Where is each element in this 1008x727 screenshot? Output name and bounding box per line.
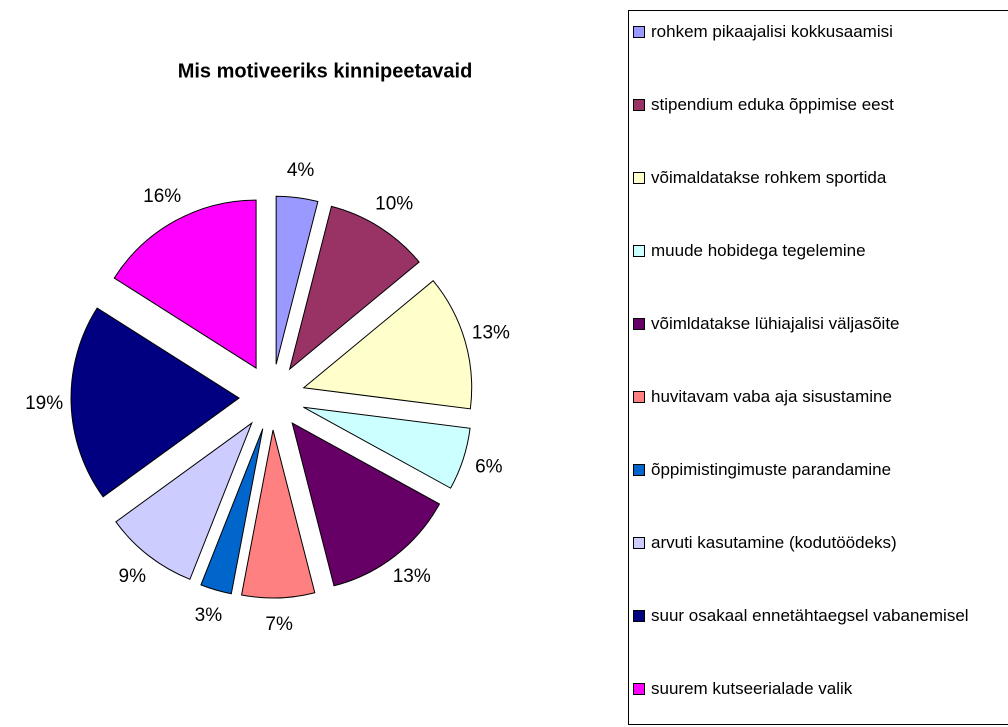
legend-swatch bbox=[633, 610, 645, 622]
legend-label: võimldatakse lühiajalisi väljasõite bbox=[651, 314, 900, 333]
pie-slice bbox=[291, 422, 441, 587]
data-label: 6% bbox=[475, 456, 503, 477]
pie-slice bbox=[240, 429, 316, 599]
legend-swatch bbox=[633, 172, 645, 184]
pie-slice bbox=[200, 428, 264, 595]
data-label: 7% bbox=[265, 614, 293, 635]
legend-label: suur osakaal ennetähtaegsel vabanemisel bbox=[651, 606, 969, 625]
pie-slice bbox=[288, 205, 420, 371]
legend-swatch bbox=[633, 391, 645, 403]
data-label: 19% bbox=[25, 393, 63, 414]
data-label: 13% bbox=[472, 322, 510, 343]
legend-label: võimaldatakse rohkem sportida bbox=[651, 168, 887, 187]
legend-swatch bbox=[633, 683, 645, 695]
legend: rohkem pikaajalisi kokkusaamisi stipendiu… bbox=[628, 10, 1008, 725]
legend-swatch bbox=[633, 99, 645, 111]
legend-swatch bbox=[633, 245, 645, 257]
data-label: 3% bbox=[195, 605, 223, 626]
pie-slice bbox=[275, 195, 319, 365]
data-label: 13% bbox=[393, 566, 431, 587]
legend-swatch bbox=[633, 26, 645, 38]
pie-slice bbox=[70, 307, 240, 498]
chart-title: Mis motiveeriks kinnipeetavaid bbox=[178, 60, 473, 82]
data-label: 4% bbox=[287, 160, 315, 181]
legend-swatch bbox=[633, 318, 645, 330]
pie-slice bbox=[303, 406, 471, 489]
legend-label: stipendium eduka õppimise eest bbox=[651, 95, 894, 114]
legend-swatch bbox=[633, 537, 645, 549]
legend-label: huvitavam vaba aja sisustamine bbox=[651, 387, 892, 406]
pie-slice bbox=[302, 280, 473, 410]
legend-label: rohkem pikaajalisi kokkusaamisi bbox=[651, 22, 893, 41]
legend-label: arvuti kasutamine (kodutöödeks) bbox=[651, 533, 897, 552]
data-label: 9% bbox=[119, 566, 147, 587]
data-label: 10% bbox=[375, 194, 413, 215]
legend-label: muude hobidega tegelemine bbox=[651, 241, 866, 260]
legend-label: suurem kutseerialade valik bbox=[651, 679, 853, 698]
data-label: 16% bbox=[143, 186, 181, 207]
chart: Mis motiveeriks kinnipeetavaid 4% 10% 13% 6… bbox=[25, 60, 510, 635]
legend-swatch bbox=[633, 464, 645, 476]
legend-label: õppimistingimuste parandamine bbox=[651, 460, 892, 479]
pie-slice bbox=[113, 199, 257, 369]
pie-slice bbox=[115, 421, 253, 580]
